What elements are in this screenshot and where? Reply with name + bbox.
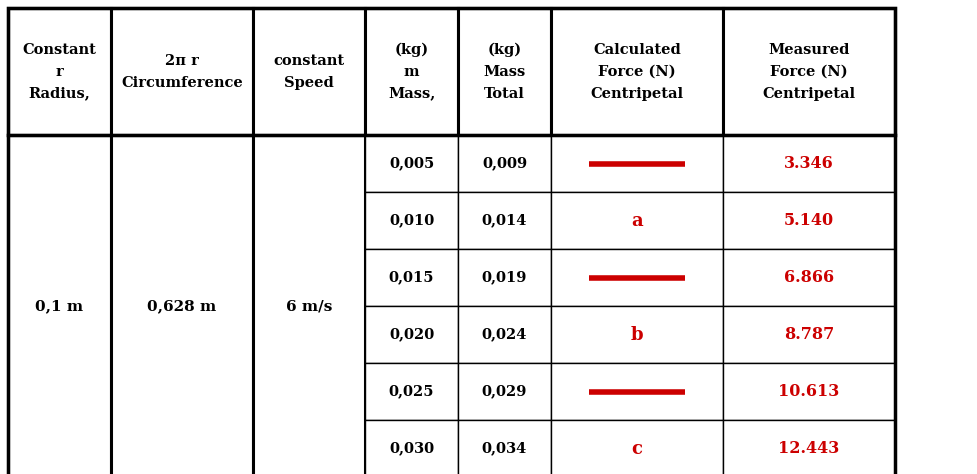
Text: 0,019: 0,019 [482, 271, 528, 284]
Text: Measured: Measured [768, 43, 850, 56]
Text: Circumference: Circumference [121, 75, 243, 90]
Text: Calculated: Calculated [593, 43, 681, 56]
Bar [458, 135, 551, 192]
Text: Total: Total [484, 86, 525, 100]
Bar [365, 363, 458, 420]
Bar [723, 249, 895, 306]
Text: Speed: Speed [284, 75, 334, 90]
Text: (kg): (kg) [395, 42, 429, 57]
Bar [551, 363, 723, 420]
Text: 0,005: 0,005 [389, 156, 434, 171]
Text: m: m [404, 64, 419, 79]
Bar [723, 363, 895, 420]
Bar [551, 306, 723, 363]
Bar [253, 8, 365, 135]
Text: 5.140: 5.140 [784, 212, 834, 229]
Bar [365, 135, 458, 192]
Bar [723, 192, 895, 249]
Text: 0,030: 0,030 [389, 441, 434, 456]
Text: (kg): (kg) [488, 42, 522, 57]
Bar [723, 306, 895, 363]
Bar [365, 420, 458, 474]
Text: Radius,: Radius, [28, 86, 91, 100]
Bar [458, 363, 551, 420]
Bar [551, 192, 723, 249]
Text: 0,1 m: 0,1 m [35, 299, 84, 313]
Text: 0,024: 0,024 [482, 328, 528, 341]
Bar [551, 8, 723, 135]
Text: 0,009: 0,009 [482, 156, 527, 171]
Bar [458, 8, 551, 135]
Text: 10.613: 10.613 [779, 383, 839, 400]
Text: Force (N): Force (N) [770, 64, 848, 79]
Text: 0,014: 0,014 [482, 213, 528, 228]
Text: 8.787: 8.787 [784, 326, 834, 343]
Bar [111, 8, 253, 135]
Text: Centripetal: Centripetal [762, 86, 856, 100]
Bar [458, 306, 551, 363]
Bar [723, 8, 895, 135]
Bar [365, 306, 458, 363]
Text: 12.443: 12.443 [779, 440, 839, 457]
Text: 0,010: 0,010 [389, 213, 434, 228]
Bar [8, 8, 111, 135]
Bar [458, 249, 551, 306]
Bar [8, 135, 111, 474]
Bar [551, 249, 723, 306]
Text: 3.346: 3.346 [785, 155, 834, 172]
Text: c: c [631, 439, 643, 457]
Text: b: b [631, 326, 643, 344]
Text: 0,029: 0,029 [482, 384, 528, 399]
Bar [458, 192, 551, 249]
Text: Mass,: Mass, [388, 86, 435, 100]
Bar [551, 420, 723, 474]
Text: Force (N): Force (N) [598, 64, 676, 79]
Bar [111, 135, 253, 474]
Bar [551, 135, 723, 192]
Text: 0,628 m: 0,628 m [148, 299, 217, 313]
Bar [365, 249, 458, 306]
Text: 0,020: 0,020 [389, 328, 434, 341]
Text: 0,034: 0,034 [482, 441, 528, 456]
Bar [458, 420, 551, 474]
Text: constant: constant [274, 54, 345, 67]
Bar [8, 8, 895, 135]
Text: a: a [631, 211, 643, 229]
Bar [723, 420, 895, 474]
Bar [723, 135, 895, 192]
Text: 6 m/s: 6 m/s [286, 299, 332, 313]
Bar [365, 8, 458, 135]
Text: 0,015: 0,015 [389, 271, 434, 284]
Text: Constant: Constant [22, 43, 97, 56]
Text: Mass: Mass [484, 64, 526, 79]
Text: 0,025: 0,025 [389, 384, 434, 399]
Text: Centripetal: Centripetal [590, 86, 684, 100]
Text: 2π r: 2π r [165, 54, 199, 67]
Bar [365, 192, 458, 249]
Text: 6.866: 6.866 [784, 269, 834, 286]
Text: r: r [56, 64, 64, 79]
Bar [253, 135, 365, 474]
